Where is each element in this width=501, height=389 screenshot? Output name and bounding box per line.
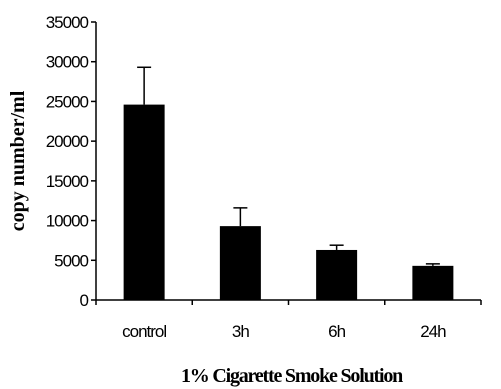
y-tick-label: 0 xyxy=(80,291,89,310)
x-axis-ticks: control 3h 6h 24h xyxy=(95,300,482,341)
bar-control xyxy=(123,104,165,300)
y-tick-label: 30000 xyxy=(46,53,89,72)
x-tick-label: 3h xyxy=(232,322,249,341)
bar-24h xyxy=(412,265,454,300)
bar-6h xyxy=(316,249,358,300)
y-tick-label: 5000 xyxy=(54,251,88,270)
bar-3h xyxy=(219,226,261,300)
y-tick-label: 25000 xyxy=(46,92,89,111)
y-tick-label: 10000 xyxy=(46,212,89,231)
bars xyxy=(123,66,454,300)
x-tick-label: 24h xyxy=(420,322,446,341)
x-axis-title: 1% Cigarette Smoke Solution xyxy=(181,365,403,387)
y-axis-title: copy number/ml xyxy=(7,90,29,231)
y-tick-label: 35000 xyxy=(46,13,89,32)
y-axis-ticks: 0 5000 10000 15000 20000 25000 30000 35000 xyxy=(46,13,96,310)
y-tick-label: 15000 xyxy=(46,172,89,191)
x-tick-label: control xyxy=(122,322,166,341)
x-tick-label: 6h xyxy=(328,322,345,341)
y-tick-label: 20000 xyxy=(46,132,89,151)
